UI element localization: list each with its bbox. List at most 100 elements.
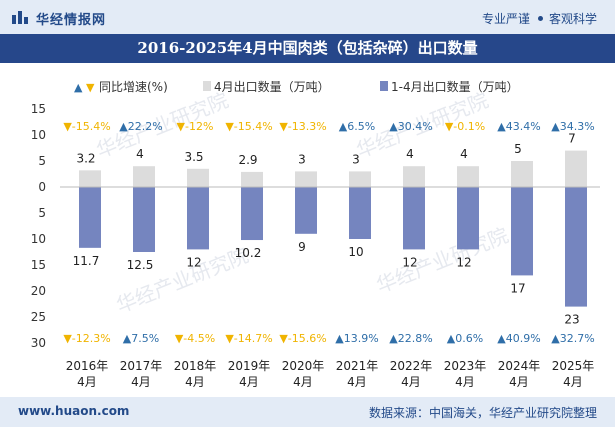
y-tick-label: 5 (38, 206, 46, 220)
ytd-bar (511, 187, 533, 276)
x-tick-label-month: 4月 (509, 375, 529, 389)
y-tick-label: 0 (38, 180, 46, 194)
title-bar: 2016-2025年4月中国肉类（包括杂碎）出口数量 (0, 34, 615, 63)
ytd-value-label: 11.7 (73, 254, 100, 268)
x-tick-label-year: 2019年 (228, 359, 271, 373)
growth-ytd-label: ▲40.9% (497, 332, 540, 345)
x-tick-label-month: 4月 (131, 375, 151, 389)
april-value-label: 3.2 (76, 151, 95, 165)
growth-ytd-label: ▼-15.6% (279, 332, 326, 345)
y-tick-label: 15 (31, 102, 46, 116)
legend-april-swatch (203, 81, 211, 91)
ytd-bar (295, 187, 317, 234)
ytd-bar (241, 187, 263, 241)
april-bar (79, 170, 101, 187)
growth-ytd-label: ▼-14.7% (225, 332, 272, 345)
y-tick-label: 10 (31, 128, 46, 142)
website-link[interactable]: www.huaon.com (18, 404, 130, 418)
value-labels-group: 3.2 11.7 4 12.5 3.5 12 2.9 10.2 3 9 3 10 4 12 4 12 5 17 7 2… (73, 132, 580, 327)
y-axis: 15 10 5 0 5 10 15 20 25 30 (31, 102, 46, 350)
y-tick-label: 30 (31, 336, 46, 350)
growth-ytd-label: ▲13.9% (335, 332, 378, 345)
ytd-value-label: 12.5 (127, 258, 154, 272)
x-tick-label-month: 4月 (401, 375, 421, 389)
tagline-left: 专业严谨 (481, 12, 530, 26)
ytd-value-label: 12 (456, 255, 471, 269)
legend-ytd-label: 1-4月出口数量（万吨） (391, 79, 519, 94)
brand-name: 华经情报网 (36, 13, 107, 28)
april-bar (133, 166, 155, 187)
growth-april-label: ▼-12% (177, 120, 214, 133)
growth-ytd-label: ▲0.6% (447, 332, 483, 345)
ytd-value-label: 23 (564, 313, 579, 327)
data-source: 数据来源：中国海关，华经产业研究院整理 (368, 406, 597, 420)
y-tick-label: 10 (31, 232, 46, 246)
ytd-bar (565, 187, 587, 307)
x-tick-label-year: 2021年 (336, 359, 379, 373)
brand-logo-icon (12, 11, 28, 24)
legend-growth-label: 同比增速(%) (99, 80, 168, 94)
watermark-text: 华经产业研究院 (113, 243, 252, 318)
top-header-bar: 华经情报网 专业严谨 客观科学 (0, 0, 615, 34)
ytd-bar (349, 187, 371, 239)
x-axis: 2016年 4月 2017年 4月 2018年 4月 2019年 4月 2020年 4月 2021年… (66, 359, 595, 389)
x-tick-label-year: 2023年 (444, 359, 487, 373)
ytd-bar (403, 187, 425, 250)
april-value-label: 3 (352, 152, 360, 166)
x-tick-label-month: 4月 (239, 375, 259, 389)
tagline: 专业严谨 客观科学 (482, 10, 597, 27)
ytd-bar (133, 187, 155, 252)
y-tick-label: 15 (31, 258, 46, 272)
chart-area: 华经产业研究院 华经产业研究院 华经产业研究院 华经产业研究院 ▲ ▼ 同比增速… (31, 79, 600, 389)
growth-april-label: ▲30.4% (389, 120, 432, 133)
legend: ▲ ▼ 同比增速(%) 4月出口数量（万吨） 1-4月出口数量（万吨） (74, 79, 519, 94)
april-value-label: 3.5 (184, 150, 203, 164)
april-value-label: 7 (568, 132, 576, 146)
april-bar (295, 171, 317, 187)
tagline-right: 客观科学 (548, 12, 597, 26)
y-tick-label: 20 (31, 284, 46, 298)
growth-april-label: ▲22.2% (119, 120, 162, 133)
april-bar (349, 171, 371, 187)
growth-april-label: ▼-0.1% (445, 120, 485, 133)
ytd-bar (187, 187, 209, 250)
x-tick-label-year: 2020年 (282, 359, 325, 373)
april-bar (565, 150, 587, 187)
april-value-label: 5 (514, 142, 522, 156)
april-value-label: 4 (406, 147, 414, 161)
x-tick-label-month: 4月 (293, 375, 313, 389)
ytd-value-label: 10.2 (235, 246, 262, 260)
ytd-value-label: 17 (510, 281, 525, 295)
legend-down-triangle-icon: ▼ (86, 81, 95, 94)
x-tick-label-year: 2024年 (498, 359, 541, 373)
growth-april-label: ▼-15.4% (225, 120, 272, 133)
april-value-label: 3 (298, 152, 306, 166)
april-bar (511, 161, 533, 187)
ytd-value-label: 9 (298, 240, 306, 254)
growth-ytd-label: ▲32.7% (551, 332, 594, 345)
april-bar (187, 168, 209, 187)
x-tick-label-month: 4月 (185, 375, 205, 389)
growth-ytd-label: ▼-12.3% (63, 332, 110, 345)
legend-up-triangle-icon: ▲ (74, 81, 83, 94)
april-value-label: 4 (136, 147, 144, 161)
april-bar (457, 166, 479, 187)
ytd-bar (457, 187, 479, 250)
april-value-label: 4 (460, 147, 468, 161)
legend-april-label: 4月出口数量（万吨） (214, 79, 330, 94)
x-tick-label-year: 2016年 (66, 359, 109, 373)
ytd-value-label: 12 (402, 255, 417, 269)
growth-ytd-label: ▲22.8% (389, 332, 432, 345)
growth-april-label: ▲6.5% (339, 120, 375, 133)
x-tick-label-month: 4月 (455, 375, 475, 389)
growth-april-label: ▼-15.4% (63, 120, 110, 133)
x-tick-label-year: 2022年 (390, 359, 433, 373)
x-tick-label-month: 4月 (563, 375, 583, 389)
x-tick-label-year: 2018年 (174, 359, 217, 373)
x-tick-label-month: 4月 (77, 375, 97, 389)
april-bar (403, 166, 425, 187)
ytd-value-label: 10 (348, 245, 363, 259)
growth-labels-group: ▼-15.4% ▼-12.3% ▲22.2% ▲7.5% ▼-12% ▼-4.5% ▼-15… (63, 120, 594, 345)
growth-april-label: ▲43.4% (497, 120, 540, 133)
growth-april-label: ▼-13.3% (279, 120, 326, 133)
